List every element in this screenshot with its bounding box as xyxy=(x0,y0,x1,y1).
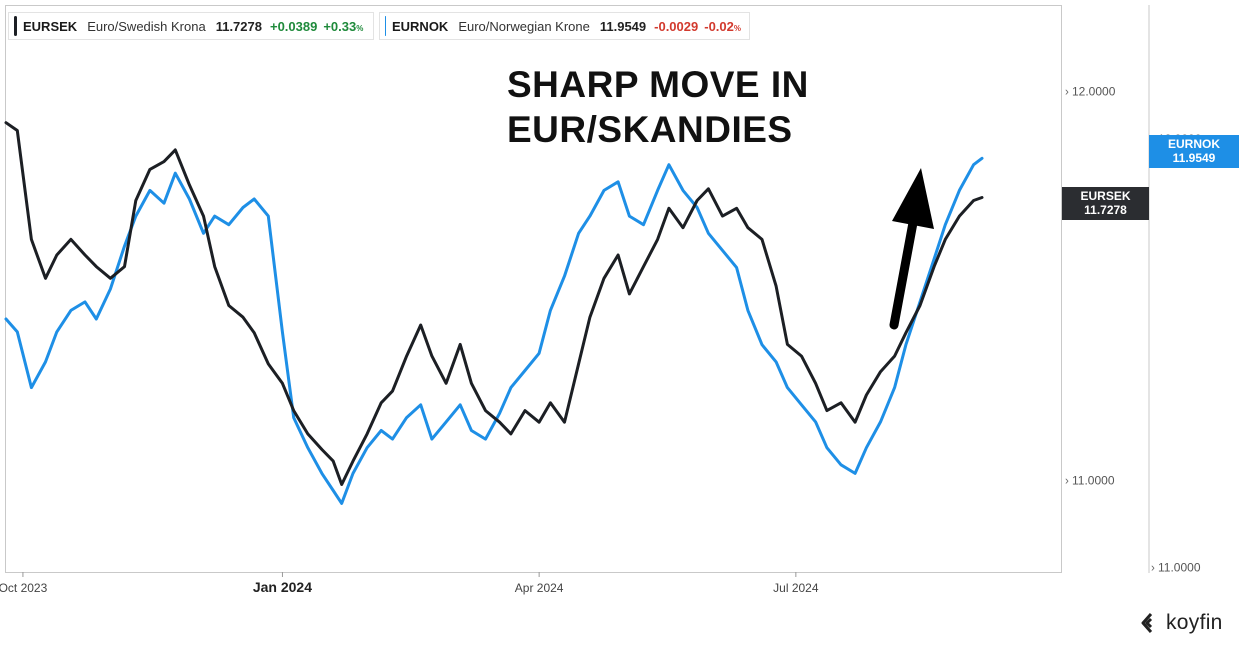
legend-symbol: EURSEK xyxy=(23,18,78,34)
tag-symbol: EURNOK xyxy=(1167,137,1220,151)
x-axis-tick-label: Jul 2024 xyxy=(773,581,819,595)
plot-area[interactable] xyxy=(5,5,1062,573)
legend-last-value: 11.9549 xyxy=(599,18,647,34)
legend-last-value: 11.7278 xyxy=(215,18,262,34)
x-axis-tick-label: Oct 2023 xyxy=(0,581,48,595)
legend-change: +0.0389 xyxy=(269,18,318,34)
eursek-last-price-tag: EURSEK 11.7278 xyxy=(1062,187,1149,220)
koyfin-logo: koyfin xyxy=(1140,611,1223,635)
legend-item-eurnok[interactable]: EURNOK Euro/Norwegian Krone 11.9549 -0.0… xyxy=(379,12,750,40)
chart-annotation: SHARP MOVE IN EUR/SKANDIES xyxy=(507,62,809,152)
y-axis-tick-label-primary: 12.0000 xyxy=(1072,85,1116,99)
legend-change-pct: +0.33% xyxy=(323,18,364,34)
y-axis-tick-label-secondary: 11.0000 xyxy=(1158,561,1201,575)
legend-item-eursek[interactable]: EURSEK Euro/Swedish Krona 11.7278 +0.038… xyxy=(8,12,374,40)
up-arrow-annotation xyxy=(889,168,934,330)
brand-name: koyfin xyxy=(1166,611,1223,634)
koyfin-logo-icon xyxy=(1141,613,1153,633)
y-tick-marker: › xyxy=(1065,476,1069,488)
eurnok-last-price-tag: EURNOK 11.9549 xyxy=(1149,135,1239,168)
series-line-eurnok xyxy=(4,156,984,505)
annotation-line-1: SHARP MOVE IN xyxy=(507,64,809,105)
legend-name: Euro/Norwegian Krone xyxy=(458,18,590,34)
tag-value: 11.9549 xyxy=(1172,151,1216,165)
x-axis-tick-label: Apr 2024 xyxy=(515,581,564,595)
annotation-line-2: EUR/SKANDIES xyxy=(507,109,793,150)
x-axis-tick-label: Jan 2024 xyxy=(253,579,312,595)
series-color-swatch xyxy=(385,16,386,36)
series-line-eursek xyxy=(4,121,984,486)
y-axis-tick-label-primary: 11.0000 xyxy=(1072,474,1115,488)
legend-symbol: EURNOK xyxy=(391,18,449,34)
tag-symbol: EURSEK xyxy=(1080,189,1131,203)
y-tick-marker: › xyxy=(1065,87,1069,99)
y-tick-marker: › xyxy=(1151,563,1155,575)
series-color-swatch xyxy=(14,16,17,36)
legend-change-pct: -0.02% xyxy=(704,18,741,34)
legend-name: Euro/Swedish Krona xyxy=(87,18,206,34)
tag-value: 11.7278 xyxy=(1084,203,1127,217)
legend-change: -0.0029 xyxy=(654,18,699,34)
